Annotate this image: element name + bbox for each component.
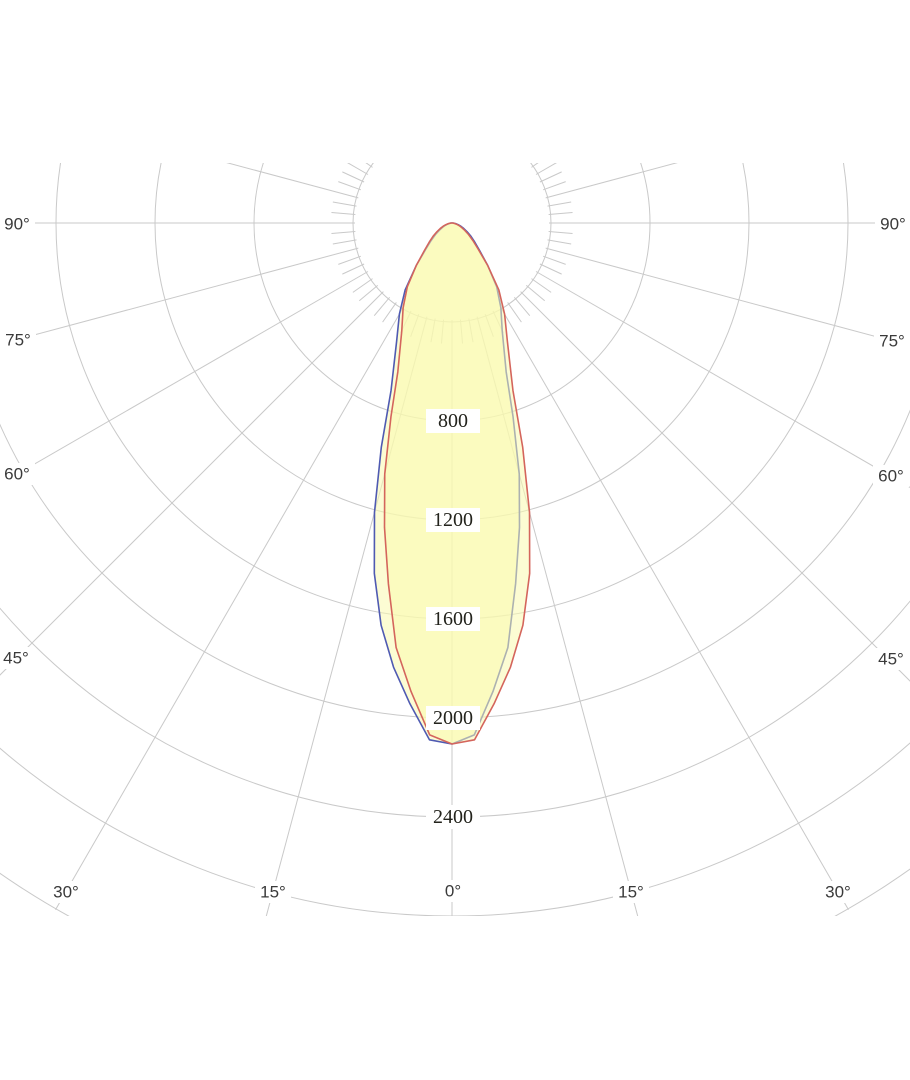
angle-label-10-0deg: 0° — [445, 882, 461, 901]
grid-angle-tick — [531, 278, 552, 293]
grid-angle-line-45 — [520, 291, 910, 682]
grid-angle-tick — [342, 263, 365, 275]
angle-label-7-45deg: 45° — [878, 650, 904, 669]
grid-angle-line-30 — [500, 306, 849, 911]
grid-angle-tick — [531, 163, 539, 168]
grid-angle-line-120 — [535, 163, 557, 175]
angle-label-0-90deg: 90° — [4, 215, 30, 234]
angle-label-halo — [0, 329, 36, 351]
angle-label-halo — [48, 881, 84, 903]
grid-angle-tick — [542, 181, 566, 191]
angle-label-11-15deg: 15° — [618, 883, 644, 902]
ring-label-halo — [426, 706, 480, 730]
angle-label-halo — [255, 881, 291, 903]
grid-angle-line--30 — [55, 306, 404, 911]
grid-angle-tick — [382, 302, 397, 323]
ring-label-halo — [426, 409, 480, 433]
angle-label-halo — [873, 648, 909, 670]
grid-angle-tick — [365, 163, 373, 168]
grid-angle-tick — [342, 171, 365, 183]
angle-label-5-75deg: 75° — [879, 332, 905, 351]
angle-label-6-60deg: 60° — [878, 467, 904, 486]
ring-label-1200: 1200 — [433, 509, 473, 531]
angle-label-halo — [0, 213, 35, 235]
grid-angle-line-105 — [545, 163, 678, 199]
angle-label-halo — [820, 881, 856, 903]
chart-labels: 800 1200 1600 2000 2400 90° 75° 60° 45° 90° 75° 60°… — [0, 213, 910, 903]
grid-angle-line--120 — [347, 163, 369, 175]
grid-angle-line--60 — [0, 271, 369, 485]
grid-angle-tick — [352, 278, 373, 293]
angle-label-halo — [613, 881, 649, 903]
grid-angle-tick — [548, 230, 573, 235]
grid-angle-tick — [547, 201, 572, 207]
angle-label-1-75deg: 75° — [5, 331, 31, 350]
grid-angle-tick — [331, 230, 356, 235]
angle-label-halo — [0, 647, 34, 669]
angle-label-halo — [873, 465, 909, 487]
angle-label-9-15deg: 15° — [260, 883, 286, 902]
angle-label-halo — [0, 463, 35, 485]
ring-label-800: 800 — [438, 410, 468, 432]
angle-label-2-60deg: 60° — [4, 465, 30, 484]
ring-label-2400: 2400 — [433, 806, 473, 828]
grid-angle-line-60 — [535, 271, 910, 489]
ring-label-2000: 2000 — [433, 707, 473, 729]
grid-angle-tick — [548, 211, 573, 216]
intensity-curve-red — [383, 222, 531, 745]
grid-angle-tick — [373, 296, 391, 317]
grid-angle-tick — [331, 211, 356, 216]
angle-label-12-30deg: 30° — [825, 883, 851, 902]
angle-label-halo — [435, 880, 471, 902]
grid-angle-tick — [358, 284, 379, 302]
grid-angle-tick — [332, 239, 357, 245]
ring-label-1600: 1600 — [433, 608, 473, 630]
angle-label-4-90deg: 90° — [880, 215, 906, 234]
grid-angle-tick — [525, 284, 546, 302]
angle-label-halo — [874, 330, 910, 352]
grid-angle-tick — [539, 171, 562, 183]
grid-angle-line--105 — [226, 163, 359, 199]
angle-label-halo — [875, 213, 910, 235]
grid-angle-tick — [513, 296, 531, 317]
grid-angle-line--45 — [0, 291, 384, 676]
beam-curves — [373, 222, 531, 745]
angle-label-3-45deg: 45° — [3, 649, 29, 668]
grid-angle-tick — [332, 201, 357, 207]
angle-label-8-30deg: 30° — [53, 883, 79, 902]
grid-angle-tick — [338, 181, 362, 191]
ring-label-halo — [426, 607, 480, 631]
grid-angle-tick — [539, 263, 562, 275]
grid-angle-line--75 — [0, 247, 359, 345]
grid-angle-tick — [547, 239, 572, 245]
grid-angle-tick — [542, 255, 566, 265]
grid-angle-tick — [338, 255, 362, 265]
ring-label-halo — [426, 805, 480, 829]
ring-label-halo — [426, 508, 480, 532]
grid-angle-tick — [507, 302, 522, 323]
grid-angle-line-75 — [545, 247, 910, 347]
